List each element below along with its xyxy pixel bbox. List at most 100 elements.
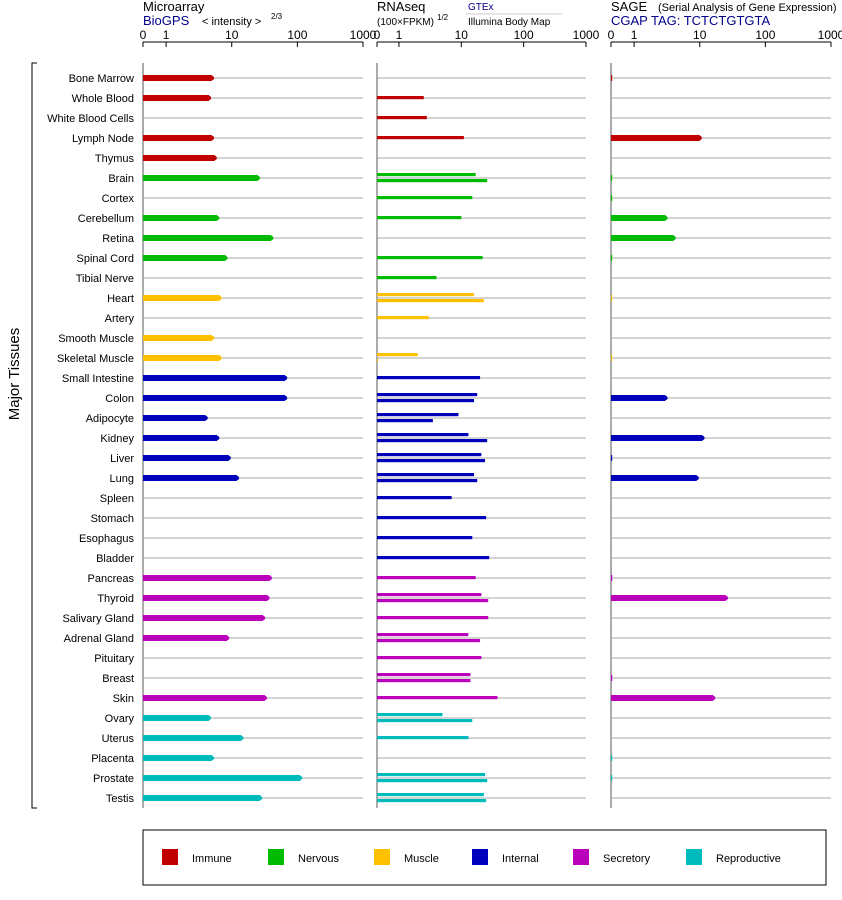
sage-bar [611, 135, 700, 141]
rnaseq-bar [377, 179, 488, 183]
microarray-bar [143, 615, 264, 621]
rnaseq-bar [377, 399, 475, 403]
sage-bar [611, 295, 613, 301]
microarray-bar-cap [209, 135, 215, 141]
sage-header: SAGE (Serial Analysis of Gene Expression… [611, 0, 837, 28]
rnaseq-bar [377, 719, 473, 723]
microarray-bar [143, 755, 212, 761]
microarray-bar-cap [203, 415, 208, 421]
sage-bar [611, 75, 613, 81]
microarray-bar-cap [223, 255, 228, 261]
microarray-bar-cap [255, 175, 261, 181]
microarray-tick-label: 100 [287, 28, 307, 42]
microarray-bar [143, 735, 242, 741]
sage-bar-cap [663, 215, 668, 221]
rnaseq-bar [377, 479, 478, 483]
sage-bar [611, 575, 613, 581]
tissue-label: Spleen [100, 493, 134, 505]
rnaseq-tick-label: 0 [374, 28, 381, 42]
rnaseq-bar [377, 773, 486, 777]
rnaseq-bar [377, 656, 482, 660]
sage-bar-cap [710, 695, 716, 701]
rnaseq-bar [377, 673, 471, 677]
microarray-bar-cap [297, 775, 303, 781]
rnaseq-metric: (100×FPKM) [377, 17, 434, 28]
legend-swatch [374, 849, 390, 865]
legend-swatch [573, 849, 589, 865]
legend-label: Muscle [404, 853, 439, 865]
rnaseq-bar [377, 633, 469, 637]
rnaseq-bar [377, 453, 482, 457]
rnaseq-bar [377, 793, 484, 797]
rnaseq-bar [377, 536, 473, 540]
microarray-metric-exponent: 2/3 [271, 12, 283, 21]
rnaseq-bar [377, 616, 489, 620]
tissue-label: Adipocyte [86, 413, 134, 425]
microarray-bar [143, 475, 237, 481]
rnaseq-bar [377, 413, 459, 417]
microarray-bar-cap [260, 615, 266, 621]
microarray-source: BioGPS [143, 13, 190, 28]
sage-tick-label: 0 [608, 28, 615, 42]
microarray-title: Microarray [143, 0, 205, 14]
microarray-header: Microarray BioGPS < intensity > 2/3 [143, 0, 283, 28]
tissue-label: Heart [107, 293, 134, 305]
microarray-bar [143, 335, 212, 341]
rnaseq-bar [377, 256, 483, 260]
sage-tag: CGAP TAG: TCTCTGTGTA [611, 13, 770, 28]
sage-tick-label: 1 [631, 28, 638, 42]
rnaseq-bar [377, 359, 379, 363]
microarray-tick-label: 1 [163, 28, 170, 42]
tissue-label: Bone Marrow [69, 73, 134, 85]
sage-bar [611, 435, 703, 441]
microarray-bar-cap [209, 755, 215, 761]
legend-swatch [162, 849, 178, 865]
rnaseq-bar [377, 376, 481, 380]
rnaseq-bar [377, 419, 433, 423]
legend: Immune Nervous Muscle Internal Secretory Repr… [162, 849, 781, 865]
microarray-bar-cap [239, 735, 244, 741]
microarray-bar [143, 795, 261, 801]
tissue-label: Small Intestine [62, 373, 134, 385]
sage-tick-label: 100 [755, 28, 775, 42]
tissue-label: Whole Blood [72, 93, 134, 105]
tissue-label: Salivary Gland [62, 613, 134, 625]
tissue-label: Spinal Cord [77, 253, 134, 265]
microarray-bar-cap [212, 155, 217, 161]
sage-bar-cap [694, 475, 699, 481]
microarray-bar-cap [217, 295, 222, 301]
rnaseq-tick-label: 10 [455, 28, 469, 42]
microarray-bar [143, 155, 215, 161]
microarray-bar [143, 255, 226, 261]
microarray-tick-label: 10 [225, 28, 239, 42]
rnaseq-bar [377, 799, 487, 803]
tissue-label: White Blood Cells [47, 113, 134, 125]
sage-bar [611, 775, 613, 781]
microarray-bar [143, 695, 265, 701]
microarray-bar [143, 435, 218, 441]
rnaseq-bar [377, 779, 488, 783]
microarray-bar [143, 375, 286, 381]
tissue-label: Ovary [105, 713, 135, 725]
tissue-label: Pancreas [88, 573, 135, 585]
legend-label: Nervous [298, 853, 339, 865]
tissue-label: Esophagus [79, 533, 135, 545]
microarray-bar [143, 235, 272, 241]
rnaseq-bar [377, 353, 418, 357]
sage-bar [611, 195, 613, 201]
tissue-label: Pituitary [94, 653, 134, 665]
sage-bar [611, 475, 697, 481]
rnaseq-bar [377, 593, 482, 597]
rnaseq-bar [377, 696, 498, 700]
sage-bar-cap [723, 595, 729, 601]
microarray-bar [143, 775, 301, 781]
rnaseq-bar [377, 516, 487, 520]
sage-bar-cap [663, 395, 668, 401]
microarray-bar-cap [269, 235, 274, 241]
rnaseq-bar [377, 639, 481, 643]
sage-bar [611, 215, 666, 221]
tissue-label: Testis [106, 793, 135, 805]
microarray-bar [143, 215, 218, 221]
legend-label: Secretory [603, 853, 651, 865]
